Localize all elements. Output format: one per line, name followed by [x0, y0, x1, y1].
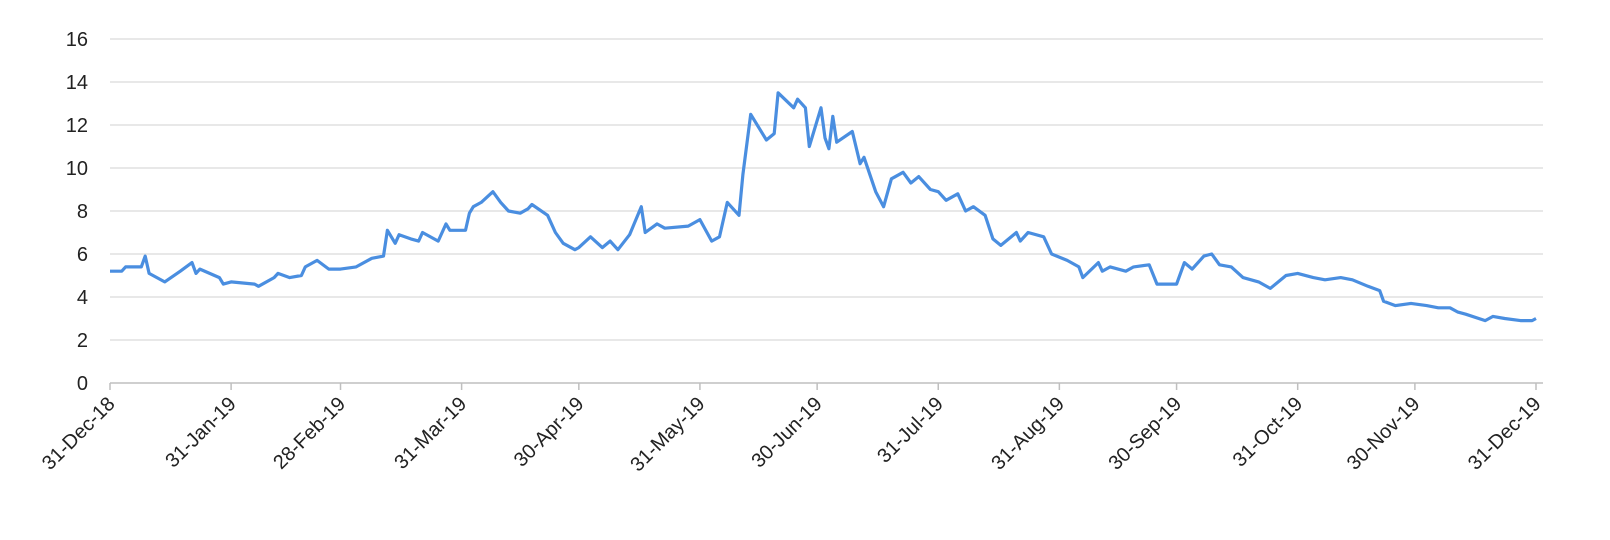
- x-tick-label: 31-Jan-19: [161, 393, 240, 472]
- x-tick-label: 31-Dec-18: [38, 393, 120, 475]
- x-tick-label: 31-Dec-19: [1464, 393, 1546, 475]
- x-tick-label: 28-Feb-19: [269, 393, 350, 474]
- y-tick-label: 10: [66, 158, 88, 180]
- y-tick-label: 4: [77, 287, 88, 309]
- x-tick-label: 31-May-19: [626, 393, 709, 476]
- y-tick-label: 2: [77, 330, 88, 352]
- x-tick-label: 30-Apr-19: [510, 393, 588, 471]
- y-tick-label: 6: [77, 244, 88, 266]
- x-tick-label: 31-Mar-19: [390, 393, 471, 474]
- x-tick-label: 31-Oct-19: [1229, 393, 1307, 471]
- data-line: [110, 91, 1537, 323]
- x-tick-label: 30-Jun-19: [747, 393, 826, 472]
- x-tick-label: 31-Aug-19: [987, 393, 1069, 475]
- y-tick-label: 8: [77, 201, 88, 223]
- y-tick-label: 16: [66, 29, 88, 51]
- x-tick-label: 31-Jul-19: [873, 393, 948, 468]
- y-tick-label: 12: [66, 115, 88, 137]
- y-tick-label: 14: [66, 72, 88, 94]
- y-tick-label: 0: [77, 373, 88, 395]
- x-tick-label: 30-Sep-19: [1105, 393, 1187, 475]
- x-tick-label: 30-Nov-19: [1343, 393, 1425, 475]
